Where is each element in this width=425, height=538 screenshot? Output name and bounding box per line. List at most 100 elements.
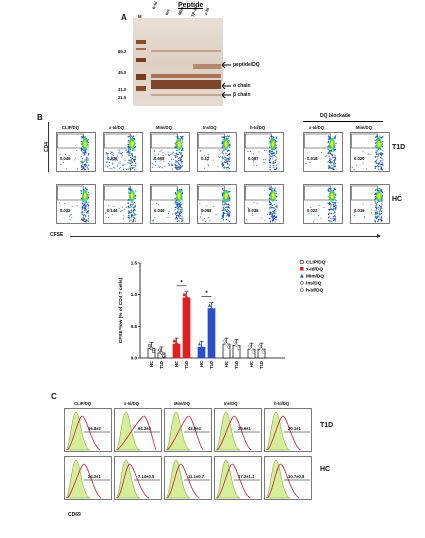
flow-plot [56,184,96,224]
x-tick-label: HC [199,361,204,367]
hist-value: 25.6±1 [238,426,251,431]
mw-marker: 66.2 [118,49,127,54]
flow-plot [350,132,390,172]
x-tick-label: T1D [184,361,189,369]
data-point [247,344,252,349]
legend-label: x-Id/DQ [306,267,323,273]
flow-column-label: x-Id/DQ [109,125,124,130]
x-tick-label: T1D [209,361,214,369]
hist-value: 24.2±1 [88,474,101,479]
data-point [183,293,186,297]
legend-marker [299,259,304,265]
flow-plot [350,184,390,224]
flow-column-label: Mim/DQ [156,125,172,130]
flow-plot [303,184,343,224]
lane-label: M [138,14,142,19]
histogram [64,408,112,452]
data-point [159,351,164,355]
mw-marker: 45.0 [118,70,127,75]
significance-marker: * [205,291,208,297]
flow-value: 0.046 [154,208,165,213]
cfse-arrowhead [377,233,381,238]
data-point [149,346,154,351]
blockade-line [303,121,383,122]
flow-value: 0.018 [307,156,318,161]
y-tick-label: 0.0 [131,356,138,361]
hist-column-label: CLIP/DQ [74,401,91,406]
x-tick-label: HC [174,361,179,367]
hist-value: 42.9±4 [188,426,201,431]
y-tick-label: 1.0 [131,292,138,297]
data-point [207,303,212,307]
data-point [173,339,176,343]
data-point [201,348,206,352]
hist-value: 7.14±0.5 [138,474,155,479]
data-point [147,343,152,348]
data-point [177,345,180,349]
data-point [261,350,266,355]
data-point [197,342,202,346]
histogram [214,456,262,500]
flow-plot [303,132,343,172]
legend-label: h-Id/DQ [306,288,324,294]
bar-chart: 0.0 0.5 1.0 1.5 CFSE^low (% of CD4 T cells) H… [118,259,326,369]
data-point [259,347,264,352]
y-tick-label: 1.5 [131,261,138,266]
legend-label: CLIP/DQ [306,260,326,266]
flow-value: 0.936 [107,156,118,161]
flow-plot [244,184,284,224]
hist-column-label: h-Id/DQ [274,401,290,406]
data-point [226,345,231,350]
annotation-peptide-dq: peptide/DQ [233,62,260,68]
row-label-hc: HC [392,196,403,203]
data-point [251,350,256,355]
x-tick-label: T1D [234,361,239,369]
hist-column-label: x-Id/DQ [124,401,139,406]
histogram [264,408,312,452]
hist-row-label-hc: HC [320,466,331,473]
histogram [264,456,312,500]
hist-column-label: Mim/DQ [174,401,190,406]
hist-value: 64.3±2 [138,426,151,431]
flow-plot [197,132,237,172]
legend-label: Mim/DQ [306,274,324,280]
flow-column-label: h-Id/DQ [250,125,266,130]
x-tick-label: T1D [159,361,164,369]
flow-value: 0.036 [248,208,259,213]
hist-value: 16.8±2 [88,426,101,431]
data-point [199,345,204,349]
cd4-arrow [48,122,49,172]
hist-row-label-t1d: T1D [320,422,334,429]
y-tick-label: 0.5 [131,324,138,329]
hist-column-label: Ins/DQ [224,401,238,406]
flow-value: 0.020 [354,156,365,161]
data-point [151,349,156,354]
data-point [157,348,162,352]
flow-value: 0.016 [354,208,365,213]
data-point [185,296,188,300]
significance-marker: * [180,280,183,286]
flow-plot [197,184,237,224]
data-point [187,299,190,303]
data-point [234,343,239,348]
histogram [114,408,162,452]
annotation-alpha-chain: α chain [233,83,251,89]
y-axis-label: CFSE^low (% of CD4 T cells) [118,277,124,343]
flow-plot [56,132,96,172]
mw-marker: 21.5 [118,95,127,100]
flow-plot [244,132,284,172]
panel-a-header: Peptide [178,2,204,9]
dq-blockade-header: DQ blockade [320,113,351,119]
histogram [164,408,212,452]
gel-arrows [221,61,231,99]
flow-plot [150,132,190,172]
flow-value: 0.068 [201,208,212,213]
mw-marker: 31.0 [118,87,127,92]
hist-value: 17.2±1.1 [238,474,255,479]
histogram [114,456,162,500]
legend-marker [299,280,305,286]
flow-plot [150,184,190,224]
data-point [232,340,237,345]
cd69-axis-label: CD69 [68,512,81,518]
